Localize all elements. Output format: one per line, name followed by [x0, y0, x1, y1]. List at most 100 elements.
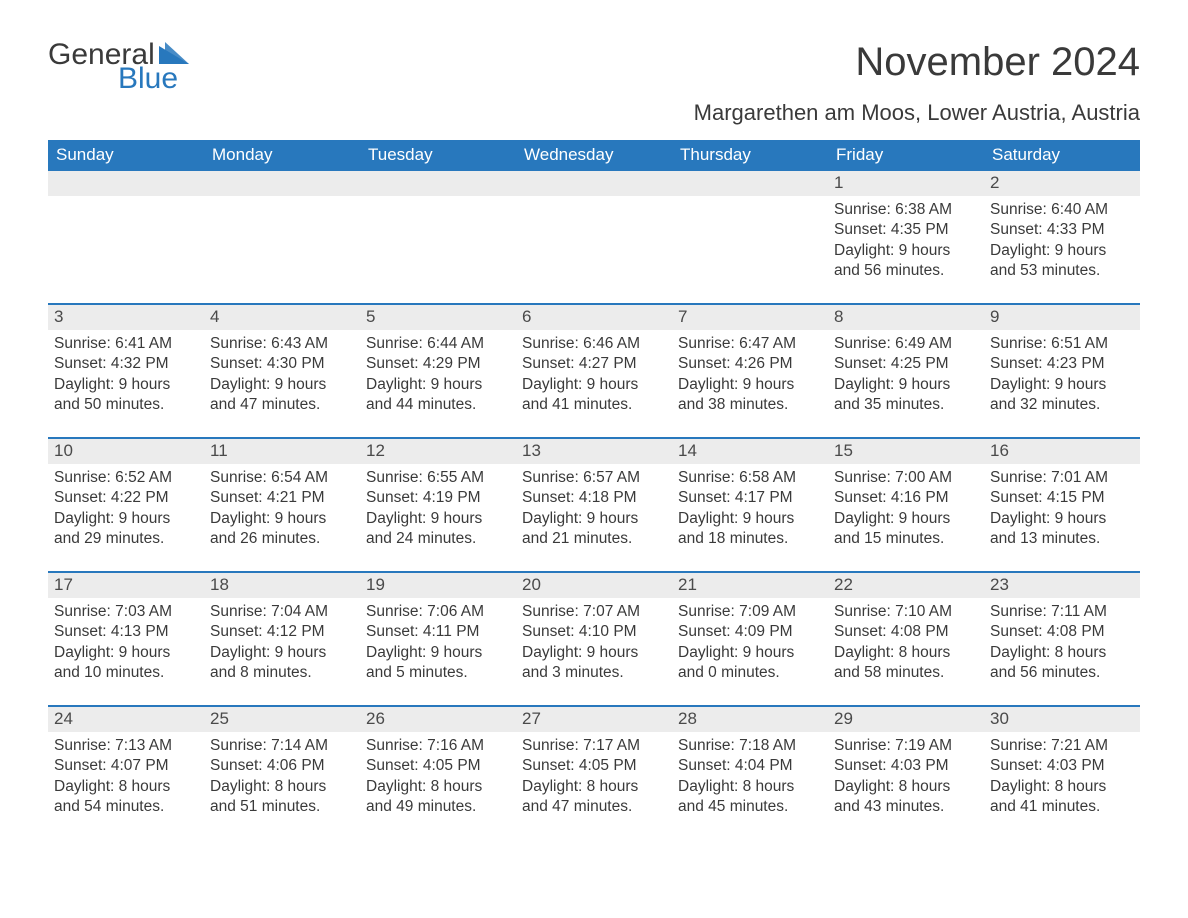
day-body: Sunrise: 7:14 AMSunset: 4:06 PMDaylight:… — [204, 732, 360, 824]
sunset-line: Sunset: 4:25 PM — [834, 354, 978, 374]
location-subtitle: Margarethen am Moos, Lower Austria, Aust… — [48, 100, 1140, 126]
sunrise-line: Sunrise: 7:03 AM — [54, 602, 198, 622]
sunset-line: Sunset: 4:18 PM — [522, 488, 666, 508]
day-number: 18 — [204, 573, 360, 598]
sunrise-line: Sunrise: 6:49 AM — [834, 334, 978, 354]
week-row: 10Sunrise: 6:52 AMSunset: 4:22 PMDayligh… — [48, 437, 1140, 557]
day-number: 1 — [828, 171, 984, 196]
day-cell: 11Sunrise: 6:54 AMSunset: 4:21 PMDayligh… — [204, 439, 360, 557]
day-body: Sunrise: 6:52 AMSunset: 4:22 PMDaylight:… — [48, 464, 204, 556]
day-cell: 9Sunrise: 6:51 AMSunset: 4:23 PMDaylight… — [984, 305, 1140, 423]
sunrise-line: Sunrise: 6:57 AM — [522, 468, 666, 488]
sunset-line: Sunset: 4:16 PM — [834, 488, 978, 508]
day-cell-empty — [48, 171, 204, 289]
day-cell-empty — [204, 171, 360, 289]
sunset-line: Sunset: 4:13 PM — [54, 622, 198, 642]
weekday-header: Monday — [204, 140, 360, 171]
sunrise-line: Sunrise: 7:18 AM — [678, 736, 822, 756]
day-cell: 23Sunrise: 7:11 AMSunset: 4:08 PMDayligh… — [984, 573, 1140, 691]
sunrise-line: Sunrise: 6:58 AM — [678, 468, 822, 488]
day-number — [672, 171, 828, 196]
sunrise-line: Sunrise: 7:13 AM — [54, 736, 198, 756]
day-cell: 5Sunrise: 6:44 AMSunset: 4:29 PMDaylight… — [360, 305, 516, 423]
daylight-line: Daylight: 9 hours and 18 minutes. — [678, 509, 822, 550]
day-number: 2 — [984, 171, 1140, 196]
day-body: Sunrise: 7:07 AMSunset: 4:10 PMDaylight:… — [516, 598, 672, 690]
daylight-line: Daylight: 9 hours and 10 minutes. — [54, 643, 198, 684]
sunset-line: Sunset: 4:09 PM — [678, 622, 822, 642]
sunset-line: Sunset: 4:06 PM — [210, 756, 354, 776]
day-cell: 1Sunrise: 6:38 AMSunset: 4:35 PMDaylight… — [828, 171, 984, 289]
daylight-line: Daylight: 9 hours and 38 minutes. — [678, 375, 822, 416]
day-number — [48, 171, 204, 196]
day-cell: 30Sunrise: 7:21 AMSunset: 4:03 PMDayligh… — [984, 707, 1140, 825]
daylight-line: Daylight: 8 hours and 58 minutes. — [834, 643, 978, 684]
day-number: 5 — [360, 305, 516, 330]
day-body: Sunrise: 7:18 AMSunset: 4:04 PMDaylight:… — [672, 732, 828, 824]
day-cell: 13Sunrise: 6:57 AMSunset: 4:18 PMDayligh… — [516, 439, 672, 557]
sunset-line: Sunset: 4:22 PM — [54, 488, 198, 508]
daylight-line: Daylight: 9 hours and 13 minutes. — [990, 509, 1134, 550]
daylight-line: Daylight: 9 hours and 15 minutes. — [834, 509, 978, 550]
day-number: 28 — [672, 707, 828, 732]
day-cell: 2Sunrise: 6:40 AMSunset: 4:33 PMDaylight… — [984, 171, 1140, 289]
day-body: Sunrise: 7:21 AMSunset: 4:03 PMDaylight:… — [984, 732, 1140, 824]
day-number: 12 — [360, 439, 516, 464]
sunrise-line: Sunrise: 6:44 AM — [366, 334, 510, 354]
sunset-line: Sunset: 4:12 PM — [210, 622, 354, 642]
daylight-line: Daylight: 9 hours and 32 minutes. — [990, 375, 1134, 416]
day-body: Sunrise: 7:19 AMSunset: 4:03 PMDaylight:… — [828, 732, 984, 824]
sunrise-line: Sunrise: 6:54 AM — [210, 468, 354, 488]
sunset-line: Sunset: 4:07 PM — [54, 756, 198, 776]
daylight-line: Daylight: 9 hours and 8 minutes. — [210, 643, 354, 684]
sunrise-line: Sunrise: 6:46 AM — [522, 334, 666, 354]
day-body: Sunrise: 6:43 AMSunset: 4:30 PMDaylight:… — [204, 330, 360, 422]
sunset-line: Sunset: 4:23 PM — [990, 354, 1134, 374]
sunset-line: Sunset: 4:08 PM — [834, 622, 978, 642]
weekday-header: Tuesday — [360, 140, 516, 171]
day-number: 29 — [828, 707, 984, 732]
daylight-line: Daylight: 8 hours and 47 minutes. — [522, 777, 666, 818]
day-number — [516, 171, 672, 196]
weeks-container: 1Sunrise: 6:38 AMSunset: 4:35 PMDaylight… — [48, 171, 1140, 825]
day-body: Sunrise: 7:09 AMSunset: 4:09 PMDaylight:… — [672, 598, 828, 690]
day-cell-empty — [516, 171, 672, 289]
day-body: Sunrise: 6:55 AMSunset: 4:19 PMDaylight:… — [360, 464, 516, 556]
sunset-line: Sunset: 4:21 PM — [210, 488, 354, 508]
day-body: Sunrise: 6:47 AMSunset: 4:26 PMDaylight:… — [672, 330, 828, 422]
day-cell: 4Sunrise: 6:43 AMSunset: 4:30 PMDaylight… — [204, 305, 360, 423]
day-body: Sunrise: 7:06 AMSunset: 4:11 PMDaylight:… — [360, 598, 516, 690]
daylight-line: Daylight: 9 hours and 26 minutes. — [210, 509, 354, 550]
day-cell: 20Sunrise: 7:07 AMSunset: 4:10 PMDayligh… — [516, 573, 672, 691]
day-body — [516, 196, 672, 286]
daylight-line: Daylight: 9 hours and 3 minutes. — [522, 643, 666, 684]
day-cell: 7Sunrise: 6:47 AMSunset: 4:26 PMDaylight… — [672, 305, 828, 423]
sunrise-line: Sunrise: 7:16 AM — [366, 736, 510, 756]
week-row: 1Sunrise: 6:38 AMSunset: 4:35 PMDaylight… — [48, 171, 1140, 289]
day-body: Sunrise: 6:46 AMSunset: 4:27 PMDaylight:… — [516, 330, 672, 422]
day-cell: 10Sunrise: 6:52 AMSunset: 4:22 PMDayligh… — [48, 439, 204, 557]
day-number: 24 — [48, 707, 204, 732]
day-cell: 22Sunrise: 7:10 AMSunset: 4:08 PMDayligh… — [828, 573, 984, 691]
day-body: Sunrise: 7:17 AMSunset: 4:05 PMDaylight:… — [516, 732, 672, 824]
daylight-line: Daylight: 9 hours and 50 minutes. — [54, 375, 198, 416]
day-number — [360, 171, 516, 196]
day-cell: 26Sunrise: 7:16 AMSunset: 4:05 PMDayligh… — [360, 707, 516, 825]
day-number: 14 — [672, 439, 828, 464]
sunset-line: Sunset: 4:10 PM — [522, 622, 666, 642]
day-number: 20 — [516, 573, 672, 598]
day-body: Sunrise: 7:11 AMSunset: 4:08 PMDaylight:… — [984, 598, 1140, 690]
logo-text-blue: Blue — [118, 64, 189, 94]
day-cell: 27Sunrise: 7:17 AMSunset: 4:05 PMDayligh… — [516, 707, 672, 825]
daylight-line: Daylight: 8 hours and 43 minutes. — [834, 777, 978, 818]
daylight-line: Daylight: 9 hours and 56 minutes. — [834, 241, 978, 282]
sunrise-line: Sunrise: 7:14 AM — [210, 736, 354, 756]
sunrise-line: Sunrise: 6:43 AM — [210, 334, 354, 354]
day-body: Sunrise: 7:13 AMSunset: 4:07 PMDaylight:… — [48, 732, 204, 824]
weekday-header-row: SundayMondayTuesdayWednesdayThursdayFrid… — [48, 140, 1140, 171]
day-cell: 24Sunrise: 7:13 AMSunset: 4:07 PMDayligh… — [48, 707, 204, 825]
day-body: Sunrise: 7:10 AMSunset: 4:08 PMDaylight:… — [828, 598, 984, 690]
week-row: 3Sunrise: 6:41 AMSunset: 4:32 PMDaylight… — [48, 303, 1140, 423]
day-body: Sunrise: 7:00 AMSunset: 4:16 PMDaylight:… — [828, 464, 984, 556]
day-cell: 19Sunrise: 7:06 AMSunset: 4:11 PMDayligh… — [360, 573, 516, 691]
